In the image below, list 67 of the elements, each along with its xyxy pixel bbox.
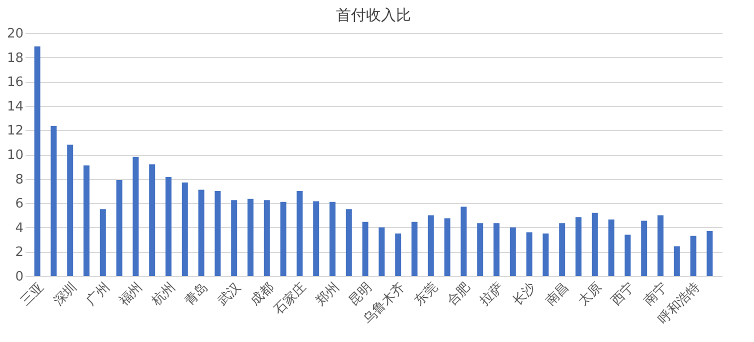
y-tick-label: 4 [15, 220, 24, 236]
bar [50, 126, 57, 276]
bar [116, 180, 122, 276]
bar [510, 227, 516, 276]
x-tick-label: 长沙 [510, 280, 540, 309]
bar [362, 222, 368, 276]
bar [608, 220, 614, 276]
x-tick-label: 东莞 [412, 280, 441, 309]
bar [248, 198, 254, 276]
bar [34, 46, 40, 276]
bar [428, 215, 434, 276]
y-tick-label: 2 [15, 245, 24, 260]
bar [296, 190, 303, 276]
bar [198, 190, 204, 276]
bar [658, 215, 664, 276]
x-tick-label: 拉萨 [477, 280, 506, 309]
bar [559, 223, 566, 276]
y-tick-label: 18 [6, 50, 24, 66]
bar [280, 202, 286, 276]
bar [444, 218, 450, 276]
bar [460, 206, 467, 276]
x-tick-label: 郑州 [313, 280, 342, 309]
y-tick-label: 12 [6, 124, 24, 139]
x-tick-label: 武汉 [215, 280, 244, 309]
x-tick-label: 南昌 [543, 280, 572, 309]
x-tick-label: 青岛 [182, 280, 212, 309]
bar [395, 233, 402, 276]
bar [313, 201, 320, 276]
bar [542, 233, 549, 276]
x-tick-label: 太原 [576, 280, 605, 309]
bar [182, 182, 188, 276]
bar [477, 223, 484, 276]
y-tick-label: 8 [15, 172, 24, 188]
x-tick-label: 广州 [84, 280, 113, 309]
y-tick-label: 14 [6, 99, 24, 114]
x-tick-label: 深圳 [51, 280, 80, 309]
y-tick-label: 6 [15, 196, 24, 212]
x-tick-label: 杭州 [148, 280, 178, 310]
bar [378, 227, 385, 276]
bar [641, 220, 648, 276]
chart-title: 首付收入比 [336, 6, 411, 24]
y-tick-label: 20 [6, 26, 24, 42]
bar [526, 232, 532, 276]
x-tick-label: 福州 [116, 280, 146, 309]
bar [690, 236, 696, 276]
x-tick-label: 合肥 [444, 280, 474, 309]
bar [166, 176, 172, 276]
bar [231, 200, 238, 276]
bar [149, 164, 156, 276]
bar [494, 223, 500, 276]
bar [706, 231, 713, 276]
bar [330, 202, 336, 276]
bar [214, 190, 221, 276]
x-tick-label: 西宁 [608, 279, 638, 309]
bar [84, 165, 90, 276]
bar [592, 212, 598, 276]
y-tick-label: 16 [6, 75, 24, 90]
bar [100, 209, 106, 276]
bar [576, 217, 582, 276]
bar [346, 209, 352, 276]
bar [67, 144, 74, 276]
bar [674, 246, 680, 276]
bar [132, 156, 139, 276]
bar [624, 234, 631, 276]
y-tick-label: 10 [6, 148, 24, 163]
bar [412, 222, 418, 276]
bar [264, 200, 270, 276]
